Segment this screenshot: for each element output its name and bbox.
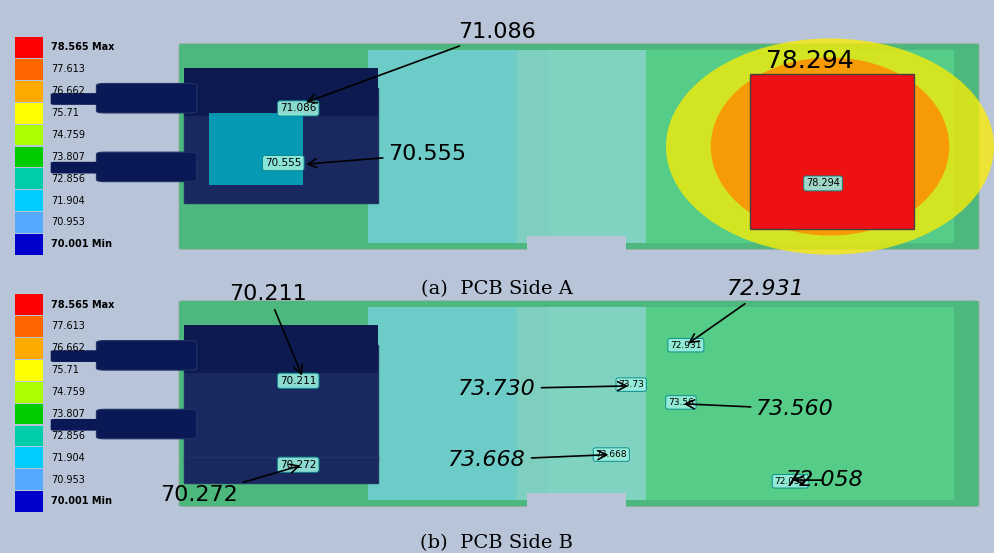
Text: 72.931: 72.931 bbox=[690, 279, 804, 342]
Bar bbox=[15, 234, 43, 255]
Bar bbox=[15, 294, 43, 315]
Bar bbox=[15, 426, 43, 446]
Bar bbox=[15, 316, 43, 337]
Text: 77.613: 77.613 bbox=[51, 64, 84, 74]
Bar bbox=[15, 447, 43, 468]
Text: 72.856: 72.856 bbox=[51, 174, 84, 184]
Text: 70.211: 70.211 bbox=[230, 284, 307, 374]
FancyBboxPatch shape bbox=[179, 301, 979, 507]
Text: 71.904: 71.904 bbox=[51, 453, 84, 463]
Text: 72.058: 72.058 bbox=[774, 477, 806, 486]
FancyBboxPatch shape bbox=[51, 419, 113, 431]
Bar bbox=[15, 491, 43, 512]
FancyBboxPatch shape bbox=[184, 325, 378, 373]
Text: 70.272: 70.272 bbox=[280, 460, 316, 469]
Text: 75.71: 75.71 bbox=[51, 108, 79, 118]
Text: 76.662: 76.662 bbox=[51, 343, 84, 353]
Text: 76.662: 76.662 bbox=[51, 86, 84, 96]
Bar bbox=[15, 124, 43, 145]
FancyBboxPatch shape bbox=[547, 307, 954, 500]
FancyBboxPatch shape bbox=[96, 409, 197, 439]
Bar bbox=[15, 147, 43, 168]
FancyBboxPatch shape bbox=[368, 307, 517, 500]
Text: 73.668: 73.668 bbox=[595, 450, 627, 459]
Bar bbox=[15, 81, 43, 102]
Bar bbox=[15, 404, 43, 425]
Text: 71.086: 71.086 bbox=[280, 103, 316, 113]
FancyBboxPatch shape bbox=[184, 345, 378, 460]
FancyBboxPatch shape bbox=[547, 50, 954, 243]
Text: 73.73: 73.73 bbox=[618, 380, 644, 389]
Bar bbox=[15, 469, 43, 490]
FancyBboxPatch shape bbox=[51, 162, 113, 174]
Text: 78.565 Max: 78.565 Max bbox=[51, 300, 114, 310]
FancyBboxPatch shape bbox=[51, 93, 113, 105]
Bar bbox=[15, 190, 43, 211]
Text: 78.294: 78.294 bbox=[806, 179, 840, 189]
FancyBboxPatch shape bbox=[527, 236, 626, 253]
Ellipse shape bbox=[711, 58, 949, 236]
FancyBboxPatch shape bbox=[96, 152, 197, 181]
Text: 70.953: 70.953 bbox=[51, 474, 84, 484]
Text: 70.555: 70.555 bbox=[265, 158, 301, 168]
FancyBboxPatch shape bbox=[368, 50, 517, 243]
Bar bbox=[15, 37, 43, 58]
FancyBboxPatch shape bbox=[96, 84, 197, 113]
Bar bbox=[15, 360, 43, 380]
Text: 71.086: 71.086 bbox=[307, 22, 536, 103]
Text: 78.294: 78.294 bbox=[766, 49, 854, 73]
Text: 74.759: 74.759 bbox=[51, 130, 84, 140]
Text: 72.856: 72.856 bbox=[51, 431, 84, 441]
Text: 72.931: 72.931 bbox=[670, 341, 702, 349]
Text: (b)  PCB Side B: (b) PCB Side B bbox=[420, 534, 574, 552]
Bar bbox=[15, 59, 43, 80]
Text: 75.71: 75.71 bbox=[51, 365, 79, 375]
Text: 70.555: 70.555 bbox=[308, 144, 466, 168]
FancyBboxPatch shape bbox=[51, 350, 113, 362]
FancyBboxPatch shape bbox=[368, 307, 646, 500]
Bar bbox=[15, 103, 43, 123]
Text: 74.759: 74.759 bbox=[51, 387, 84, 397]
Bar bbox=[15, 382, 43, 403]
Text: (a)  PCB Side A: (a) PCB Side A bbox=[421, 280, 573, 298]
FancyBboxPatch shape bbox=[368, 50, 646, 243]
Text: 70.211: 70.211 bbox=[280, 376, 316, 386]
Text: 73.730: 73.730 bbox=[458, 379, 626, 399]
Text: 70.953: 70.953 bbox=[51, 217, 84, 227]
Ellipse shape bbox=[666, 38, 994, 254]
FancyBboxPatch shape bbox=[209, 113, 303, 185]
Text: 73.668: 73.668 bbox=[448, 450, 606, 470]
FancyBboxPatch shape bbox=[184, 457, 378, 483]
Text: 73.807: 73.807 bbox=[51, 409, 84, 419]
Text: 71.904: 71.904 bbox=[51, 196, 84, 206]
Text: 70.001 Min: 70.001 Min bbox=[51, 497, 111, 507]
Text: 70.001 Min: 70.001 Min bbox=[51, 239, 111, 249]
FancyBboxPatch shape bbox=[96, 341, 197, 370]
Text: 72.058: 72.058 bbox=[786, 470, 864, 490]
Bar bbox=[15, 338, 43, 359]
FancyBboxPatch shape bbox=[184, 67, 378, 116]
Text: 78.565 Max: 78.565 Max bbox=[51, 43, 114, 53]
FancyBboxPatch shape bbox=[179, 44, 979, 249]
FancyBboxPatch shape bbox=[750, 74, 914, 229]
Text: 73.807: 73.807 bbox=[51, 152, 84, 162]
Text: 73.56: 73.56 bbox=[668, 398, 694, 407]
Text: 73.560: 73.560 bbox=[686, 399, 834, 419]
FancyBboxPatch shape bbox=[184, 88, 378, 202]
Bar bbox=[15, 212, 43, 233]
FancyBboxPatch shape bbox=[527, 493, 626, 510]
Bar bbox=[15, 169, 43, 189]
Text: 77.613: 77.613 bbox=[51, 321, 84, 331]
Text: 70.272: 70.272 bbox=[160, 465, 299, 505]
